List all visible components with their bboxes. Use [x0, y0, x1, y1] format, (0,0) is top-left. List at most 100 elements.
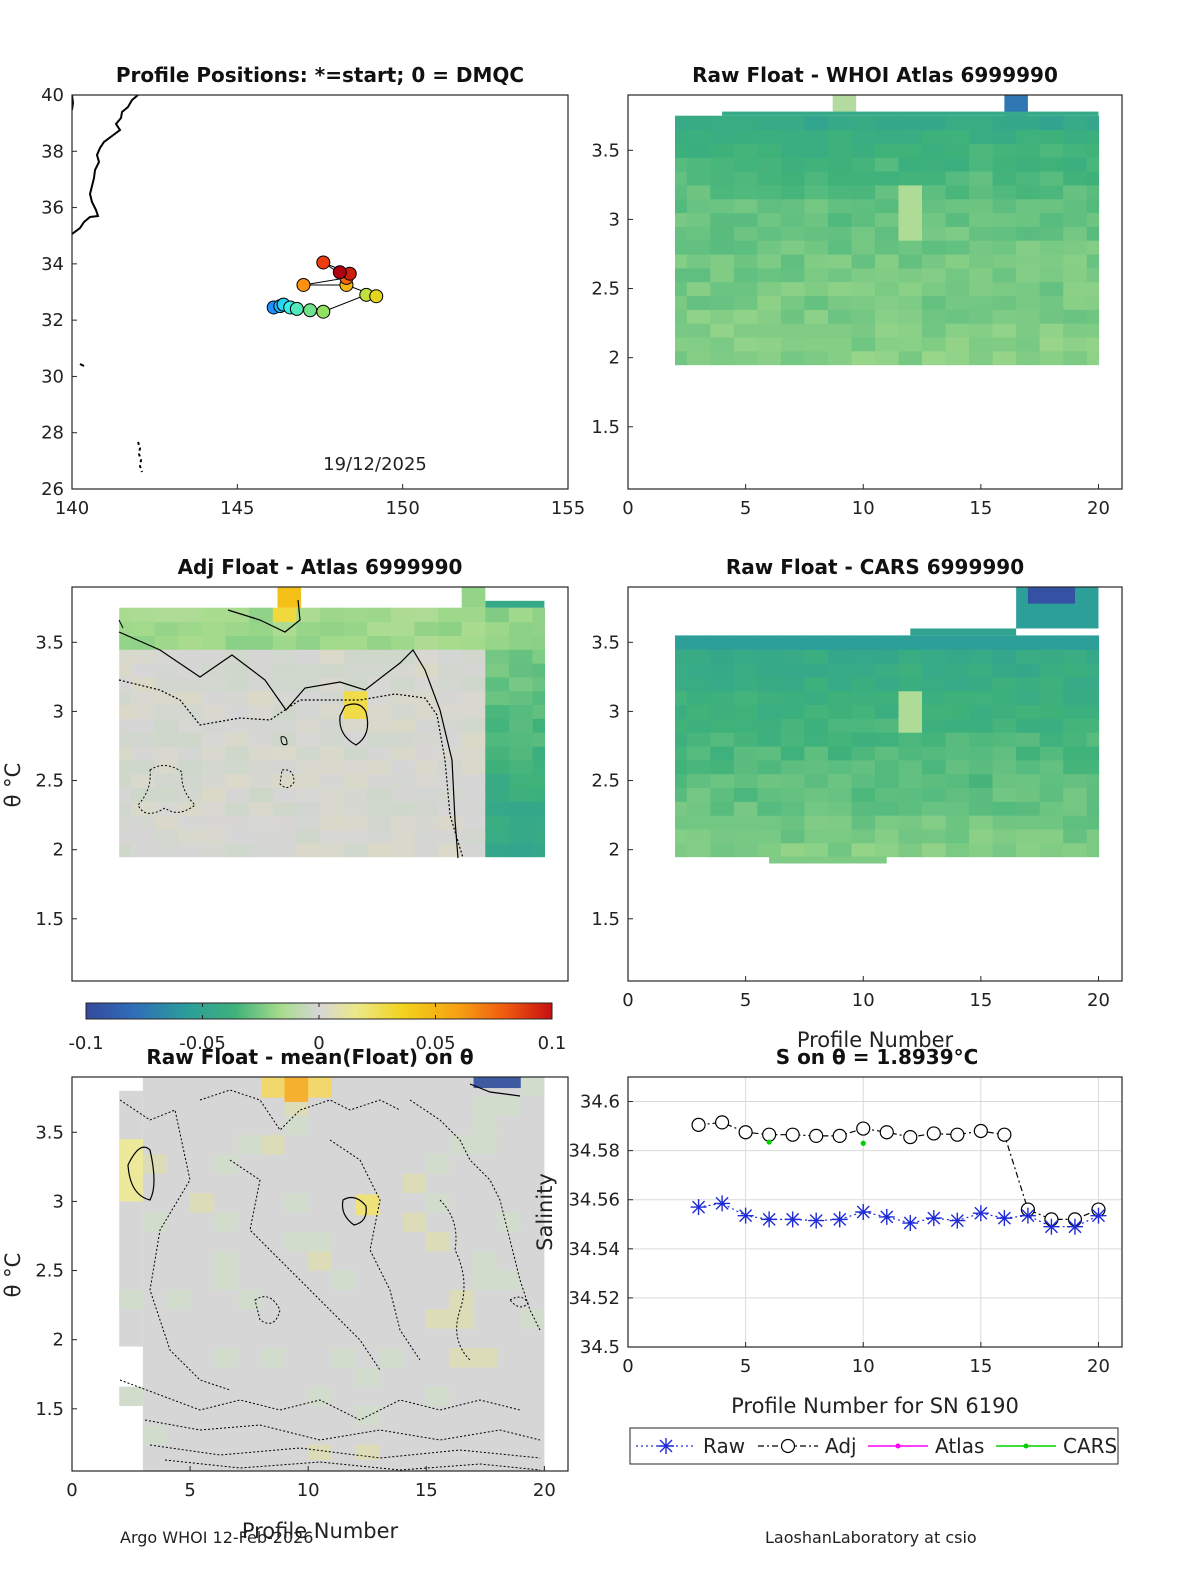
heatmap-cell	[969, 676, 994, 692]
heatmap-cell	[1086, 801, 1100, 816]
heatmap-cell	[1016, 212, 1041, 227]
heatmap-cell	[249, 732, 274, 747]
heatmap-cell	[969, 635, 994, 650]
heatmap-cell	[804, 842, 829, 858]
heatmap-cell	[757, 198, 782, 214]
heatmap-cell	[828, 254, 853, 269]
heatmap-cell	[119, 787, 132, 802]
heatmap-cell	[166, 1289, 191, 1310]
heatmap-cell	[969, 350, 994, 366]
heatmap-cell	[710, 171, 735, 186]
heatmap-cell	[1039, 635, 1064, 650]
heatmap-cell	[414, 676, 439, 692]
heatmap-cell	[686, 649, 711, 664]
heatmap-cell	[828, 759, 853, 775]
heatmap-cell	[119, 607, 132, 623]
heatmap-cell	[780, 323, 805, 338]
heatmap-cell	[1063, 281, 1088, 296]
heatmap-cell	[355, 1367, 380, 1387]
heatmap-cell	[898, 226, 923, 241]
heatmap-cell	[992, 198, 1017, 214]
heatmap-cell	[367, 828, 392, 844]
heatmap-cell	[686, 690, 711, 706]
heatmap-cell	[320, 828, 345, 844]
heatmap-cell	[390, 746, 416, 761]
heatmap-cell	[343, 759, 368, 775]
heatmap-cell	[390, 759, 416, 775]
heatmap-cell	[343, 663, 368, 678]
heatmap-cell	[1016, 718, 1041, 733]
heatmap-cell	[367, 842, 392, 858]
heatmap-cell	[509, 732, 534, 747]
heatmap-cell	[331, 1347, 356, 1368]
heatmap-cell	[296, 649, 321, 664]
heatmap-cell	[804, 676, 829, 692]
heatmap-cell	[898, 787, 923, 802]
heatmap-cell	[828, 718, 853, 733]
panel-salinity: S on θ = 1.8939°C 0 5 10 15 20 34.534.5234.5…	[533, 1045, 1123, 1465]
heatmap-cell	[414, 787, 439, 802]
heatmap-cell	[898, 746, 923, 761]
heatmap-cell	[710, 157, 735, 172]
heatmap-cell	[804, 226, 829, 241]
adj-atlas-y-tick-label: 1.5	[35, 909, 64, 930]
heatmap-cell	[249, 759, 274, 775]
heatmap-cell	[875, 336, 900, 352]
heatmap-cell	[1039, 732, 1064, 747]
heatmap-cell	[922, 295, 947, 310]
heatmap-cell	[131, 787, 156, 802]
raw-mean-ylabel: θ °C	[1, 1253, 25, 1298]
heatmap-cell	[1063, 649, 1088, 664]
heatmap-cell	[1039, 240, 1064, 255]
raw-cars-y-ticks: 1.5 2 2.5 3 3.5	[591, 632, 633, 930]
heatmap-cell	[686, 184, 711, 200]
heatmap-cell	[438, 732, 463, 747]
heatmap-cell	[320, 607, 345, 623]
heatmap-cell	[686, 267, 711, 283]
heatmap-cell	[710, 676, 735, 692]
heatmap-cell	[320, 842, 345, 858]
heatmap-cell	[461, 676, 486, 692]
heatmap-cell	[178, 676, 203, 692]
heatmap-cell	[828, 184, 853, 200]
heatmap-cell	[272, 704, 297, 719]
heatmap-cell	[485, 600, 545, 608]
heatmap-cell	[1086, 787, 1100, 802]
raw-whoi-x-tick-label: 0	[622, 498, 633, 519]
heatmap-cell	[272, 649, 297, 664]
heatmap-cell	[851, 635, 876, 650]
heatmap-cell	[367, 759, 392, 775]
heatmap-cell	[757, 718, 782, 733]
heatmap-cell	[225, 621, 250, 636]
heatmap-cell	[828, 336, 853, 352]
heatmap-cell	[320, 746, 345, 761]
raw-point	[1019, 1207, 1036, 1224]
heatmap-cell	[461, 801, 486, 816]
heatmap-cell	[390, 649, 416, 664]
raw-mean-y-ticks: 1.5 2 2.5 3 3.5	[35, 1122, 77, 1420]
heatmap-cell	[733, 635, 758, 650]
heatmap-cell	[154, 787, 179, 802]
heatmap-cell	[320, 676, 345, 692]
heatmap-cell	[320, 635, 345, 650]
heatmap-cell	[992, 690, 1017, 706]
heatmap-cell	[532, 732, 545, 747]
heatmap-cell	[485, 718, 510, 733]
raw-cars-axes	[627, 586, 1123, 982]
heatmap-cell	[201, 607, 227, 623]
heatmap-cell	[119, 801, 132, 816]
heatmap-cell	[733, 295, 758, 310]
heatmap-cell	[804, 718, 829, 733]
heatmap-cell	[154, 746, 179, 761]
heatmap-cell	[875, 309, 900, 324]
positions-x-tick-label: 150	[385, 498, 419, 519]
heatmap-cell	[296, 676, 321, 692]
heatmap-cell	[875, 254, 900, 269]
heatmap-cell	[710, 828, 735, 844]
heatmap-cell	[922, 676, 947, 692]
adj-atlas-heatmap	[119, 587, 545, 858]
heatmap-cell	[992, 184, 1017, 200]
heatmap-cell	[875, 787, 900, 802]
heatmap-cell	[402, 1212, 427, 1232]
heatmap-cell	[828, 281, 853, 296]
